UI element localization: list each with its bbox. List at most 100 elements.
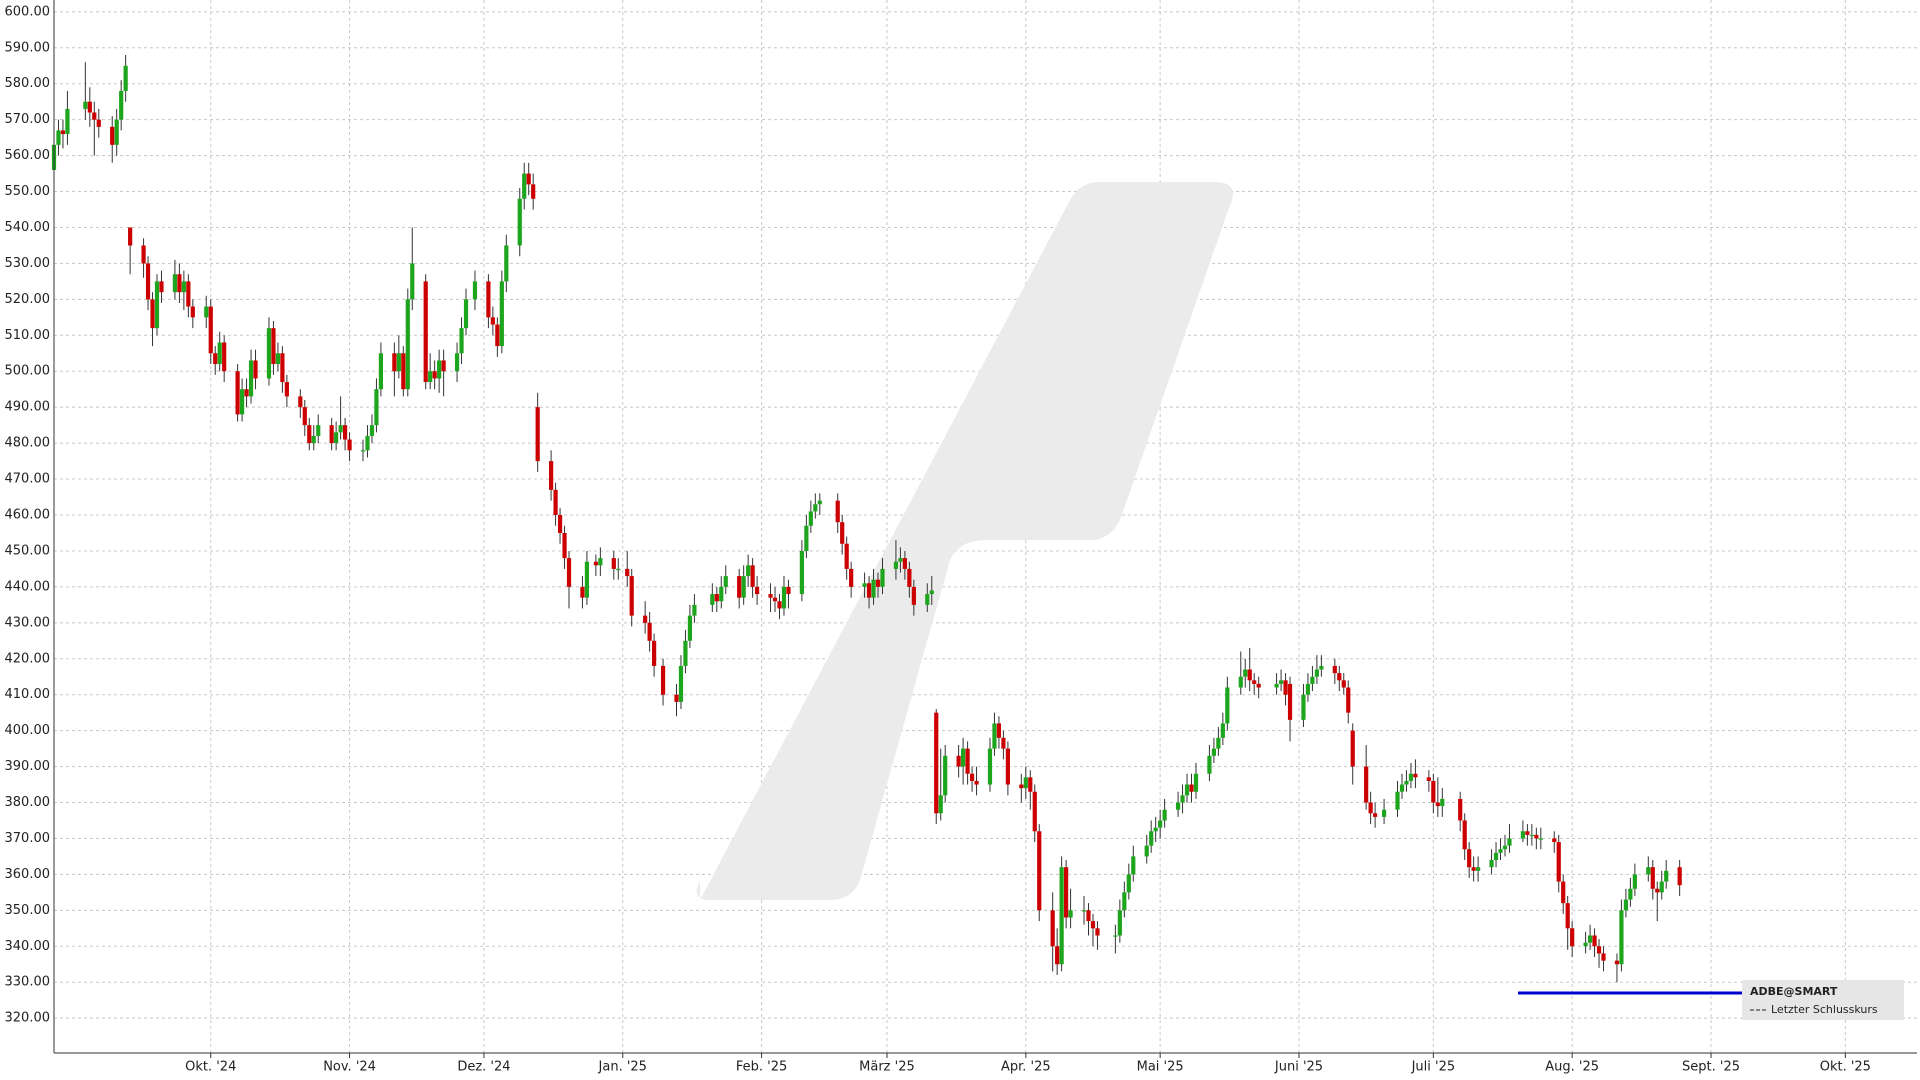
candle-body: [866, 583, 872, 598]
candle-body: [961, 748, 966, 767]
candle-body: [938, 795, 943, 814]
x-tick-label: März '25: [859, 1060, 915, 1075]
candle-body: [969, 773, 975, 781]
legend-series: ADBE@SMART: [1750, 985, 1838, 998]
candle-body: [1413, 773, 1418, 778]
candle-body: [893, 561, 899, 569]
candle-body: [804, 525, 809, 551]
candle-body: [1126, 874, 1131, 893]
y-tick-label: 450.00: [5, 543, 51, 558]
candle-body: [875, 579, 881, 587]
candle-body: [746, 565, 751, 577]
y-tick-label: 520.00: [5, 292, 51, 307]
candle-body: [329, 425, 334, 444]
candle-body: [996, 723, 1002, 738]
candle-body: [781, 586, 787, 609]
candle-body: [643, 615, 648, 623]
candle-body: [1364, 766, 1369, 803]
candle-body: [1193, 773, 1199, 792]
candle-body: [835, 500, 840, 523]
candle-body: [114, 119, 119, 145]
candle-body: [1529, 834, 1534, 837]
candle-body: [683, 640, 688, 666]
candle-body: [1256, 683, 1261, 688]
legend: ADBE@SMART Letzter Schlusskurs: [1742, 980, 1904, 1020]
y-tick-label: 410.00: [5, 687, 51, 702]
candle-body: [1086, 910, 1091, 922]
candle-body: [1037, 831, 1042, 911]
candle-body: [454, 353, 460, 372]
x-tick-label: Mai '25: [1137, 1060, 1184, 1075]
candle-body: [1162, 809, 1167, 821]
candle-body: [1368, 802, 1373, 814]
candle-body: [1314, 669, 1319, 677]
candle-body: [239, 389, 245, 415]
candle-body: [1346, 687, 1351, 713]
y-tick-label: 320.00: [5, 1011, 51, 1026]
candle-body: [1632, 874, 1637, 889]
candle-body: [1216, 737, 1221, 749]
candle-body: [1435, 802, 1440, 807]
candle-body: [1431, 780, 1436, 803]
candle-body: [799, 550, 804, 595]
candle-body: [1189, 784, 1194, 792]
candle-body: [1319, 665, 1324, 670]
candle-body: [1677, 867, 1682, 886]
candle-body: [710, 594, 715, 605]
axes: 320.00 330.00 340.00 350.00 360.00 370.00 380.…: [5, 0, 1917, 1075]
candle-body: [862, 583, 867, 587]
candle-body: [737, 576, 742, 598]
candle-body: [750, 565, 755, 587]
candle-body: [1019, 784, 1024, 789]
candle-body: [1408, 773, 1414, 781]
candle-body: [1520, 831, 1526, 839]
candle-body: [611, 558, 616, 569]
candle-body: [1525, 831, 1530, 835]
candle-body: [1158, 820, 1163, 828]
x-tick-label: Apr. '25: [1001, 1060, 1051, 1075]
candle-body: [1211, 748, 1216, 756]
candle-body: [490, 317, 495, 325]
candle-body: [965, 748, 970, 774]
candle-body: [83, 101, 88, 109]
candle-body: [1220, 723, 1225, 738]
candle-body: [808, 511, 813, 526]
candle-body: [625, 568, 630, 577]
candle-body: [186, 281, 191, 307]
candle-body: [1310, 676, 1315, 684]
candle-body: [1381, 809, 1387, 817]
candle-body: [1601, 953, 1606, 961]
candle-body: [1064, 867, 1069, 918]
candle-body: [1556, 842, 1561, 882]
candle-body: [925, 594, 930, 605]
x-tick-label: Okt. '25: [1820, 1060, 1871, 1075]
y-tick-label: 460.00: [5, 507, 51, 522]
candle-body: [342, 425, 348, 440]
y-tick-label: 420.00: [5, 651, 51, 666]
y-tick-label: 530.00: [5, 256, 51, 271]
candle-body: [1664, 870, 1669, 882]
candle-body: [1440, 798, 1445, 807]
candle-body: [1404, 780, 1409, 785]
candle-body: [1502, 845, 1508, 850]
candle-body: [557, 514, 563, 533]
y-tick-label: 550.00: [5, 184, 51, 199]
candle-body: [1001, 737, 1006, 749]
candle-body: [87, 101, 92, 113]
candle-body: [1175, 802, 1181, 810]
candle-body: [898, 558, 903, 562]
candle-body: [177, 274, 182, 293]
x-tick-label: Juli '25: [1411, 1060, 1456, 1075]
y-tick-label: 370.00: [5, 831, 51, 846]
candle-body: [531, 184, 536, 199]
candle-body: [334, 432, 339, 444]
candle-body: [992, 723, 997, 749]
candle-body: [741, 576, 746, 598]
candle-body: [593, 561, 598, 566]
candle-body: [1467, 849, 1472, 868]
candle-body: [1184, 784, 1190, 796]
candle-body: [1538, 838, 1543, 840]
candle-body: [284, 382, 289, 397]
y-tick-label: 580.00: [5, 76, 51, 91]
candle-body: [844, 543, 849, 569]
